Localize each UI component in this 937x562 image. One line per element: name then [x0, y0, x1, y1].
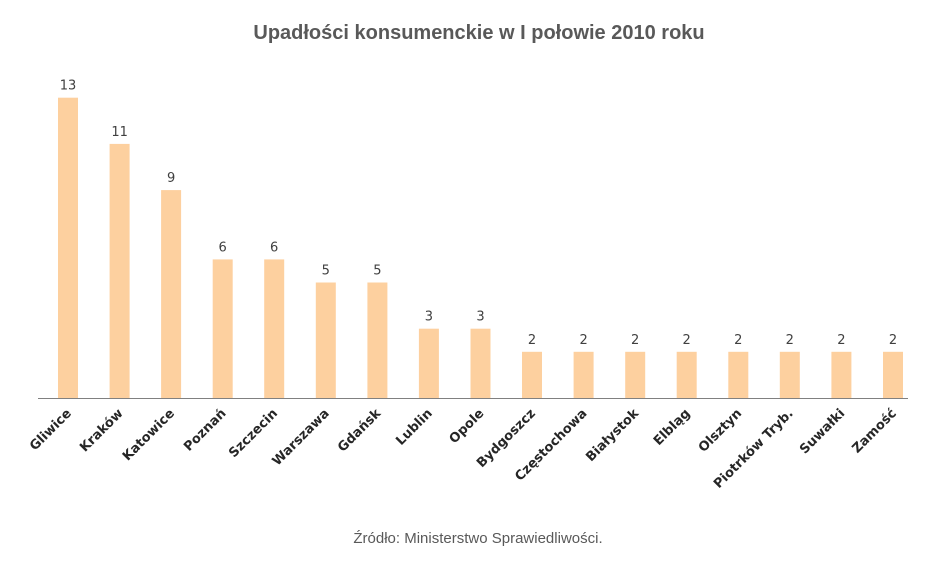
- bar-4: [264, 259, 285, 398]
- bar-11: [625, 351, 646, 398]
- category-label-3: Poznań: [181, 406, 229, 454]
- value-label-7: 3: [425, 310, 433, 325]
- value-label-14: 2: [786, 333, 794, 348]
- value-label-16: 2: [889, 333, 897, 348]
- category-label-11: Białystok: [583, 406, 642, 465]
- value-label-4: 6: [270, 240, 278, 255]
- bars-group: [58, 97, 903, 398]
- bar-2: [161, 190, 182, 398]
- bar-10: [573, 351, 594, 398]
- category-label-7: Lublin: [393, 406, 435, 448]
- value-labels-group: 13 11 9 6 6 5 5 3 3 2 2 2 2 2 2 2 2: [60, 79, 897, 348]
- bar-12: [676, 351, 697, 398]
- value-label-12: 2: [683, 333, 691, 348]
- bar-3: [212, 259, 233, 398]
- category-label-1: Kraków: [77, 406, 126, 455]
- value-label-10: 2: [579, 333, 587, 348]
- value-label-0: 13: [60, 79, 77, 94]
- bar-5: [315, 282, 336, 398]
- bar-15: [831, 351, 852, 398]
- value-label-3: 6: [219, 240, 227, 255]
- bar-0: [58, 97, 78, 398]
- value-label-2: 9: [167, 171, 175, 186]
- bar-1: [109, 143, 130, 398]
- bar-14: [779, 351, 800, 398]
- category-label-12: Elbląg: [651, 406, 694, 449]
- category-label-8: Opole: [447, 406, 488, 447]
- category-label-15: Suwałki: [797, 406, 848, 457]
- bar-9: [522, 351, 542, 398]
- category-label-16: Zamość: [850, 406, 900, 456]
- category-label-4: Szczecin: [226, 406, 281, 461]
- value-label-13: 2: [734, 333, 742, 348]
- chart-title: Upadłości konsumenckie w I połowie 2010 …: [253, 22, 704, 44]
- bar-6: [367, 282, 388, 398]
- value-label-5: 5: [322, 264, 330, 279]
- bar-13: [728, 351, 749, 398]
- bar-7: [418, 328, 439, 398]
- value-label-1: 11: [111, 125, 128, 140]
- value-label-11: 2: [631, 333, 639, 348]
- bar-8: [470, 328, 491, 398]
- category-label-2: Katowice: [120, 406, 178, 464]
- category-label-0: Gliwice: [27, 406, 75, 454]
- value-label-8: 3: [476, 310, 484, 325]
- value-label-9: 2: [528, 333, 536, 348]
- category-label-6: Gdańsk: [335, 406, 384, 455]
- bar-16: [883, 351, 903, 398]
- category-label-13: Olsztyn: [696, 406, 745, 455]
- source-note: Źródło: Ministerstwo Sprawiedliwości.: [353, 530, 602, 547]
- value-label-6: 5: [373, 264, 381, 279]
- value-label-15: 2: [837, 333, 845, 348]
